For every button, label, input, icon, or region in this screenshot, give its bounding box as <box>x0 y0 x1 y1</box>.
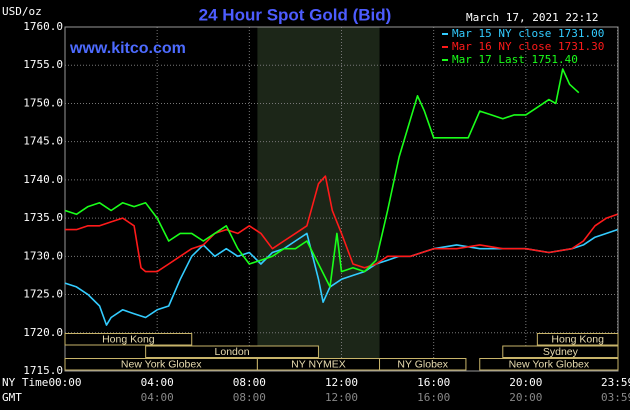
series-line <box>64 228 618 326</box>
legend-label: Mar 16 NY close 1731.30 <box>452 40 604 53</box>
y-tick-label: 1725.0 <box>23 288 63 301</box>
x2-tick-label: 12:00 <box>325 391 358 404</box>
y-tick-label: 1750.0 <box>23 96 63 109</box>
session-label: London <box>215 346 250 358</box>
y-tick-label: 1755.0 <box>23 58 63 71</box>
session-label: New York Globex <box>509 359 590 371</box>
x-tick-label: 16:00 <box>417 376 450 389</box>
timestamp: March 17, 2021 22:12 <box>466 11 598 24</box>
x-tick-label: 20:00 <box>509 376 542 389</box>
session-box <box>64 333 193 346</box>
x-tick-label: 23:59 <box>601 376 630 389</box>
x-label: NY Time <box>2 376 48 389</box>
session-label: NY NYMEX <box>291 359 346 371</box>
session-box <box>479 358 619 371</box>
highlight-region <box>257 27 380 371</box>
x2-tick-label: 16:00 <box>417 391 450 404</box>
session-label: New York Globex <box>121 359 202 371</box>
plot-frame <box>64 26 619 372</box>
legend-label: Mar 15 NY close 1731.00 <box>452 27 604 40</box>
series-line <box>65 175 618 273</box>
session-box <box>145 345 319 358</box>
session-label: Sydney <box>543 346 579 358</box>
y-tick-label: 1720.0 <box>23 326 63 339</box>
y-tick-label: 1730.0 <box>23 249 63 262</box>
x2-tick-label: 03:59 <box>601 391 630 404</box>
x-tick-label: 12:00 <box>325 376 358 389</box>
session-label: Hong Kong <box>102 334 155 346</box>
x2-label: GMT <box>2 391 22 404</box>
y-tick-label: 1715.0 <box>23 364 63 377</box>
series-line <box>64 68 580 288</box>
session-box <box>379 358 467 371</box>
y-tick-label: 1745.0 <box>23 135 63 148</box>
x2-tick-label: 04:00 <box>141 391 174 404</box>
x-tick-label: 08:00 <box>233 376 266 389</box>
y-tick-label: 1740.0 <box>23 173 63 186</box>
session-label: NY Globex <box>397 359 448 371</box>
legend-label: Mar 17 Last 1751.40 <box>452 53 578 66</box>
website: www.kitco.com <box>69 40 186 57</box>
y-tick-label: 1735.0 <box>23 211 63 224</box>
chart-title: 24 Hour Spot Gold (Bid) <box>199 5 392 24</box>
highlight-layer <box>257 27 380 371</box>
x-tick-label: 04:00 <box>141 376 174 389</box>
session-box <box>536 333 619 346</box>
session-box <box>502 345 619 358</box>
x2-tick-label: 08:00 <box>233 391 266 404</box>
y-unit: USD/oz <box>2 5 42 18</box>
x-tick-label: 00:00 <box>48 376 81 389</box>
x2-tick-label: 20:00 <box>509 391 542 404</box>
y-tick-label: 1760.0 <box>23 20 63 33</box>
session-label: Hong Kong <box>551 334 604 346</box>
